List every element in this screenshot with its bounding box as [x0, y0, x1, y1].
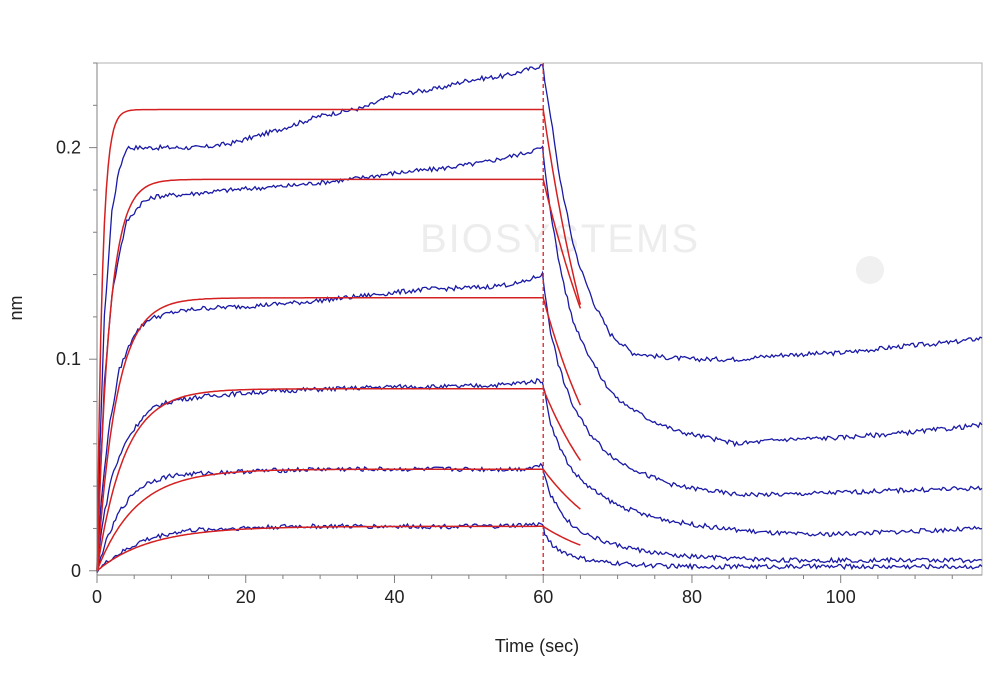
measured-curve	[96, 462, 983, 570]
x-tick-label: 80	[682, 587, 702, 607]
y-axis-ticks: 0 0.1 0.2	[56, 138, 97, 581]
watermark: BIOSYSTEMS	[420, 217, 884, 284]
measured-curve	[96, 377, 983, 571]
y-tick-label: 0.2	[56, 138, 81, 158]
plot-area-border	[96, 62, 983, 576]
fit-curve	[96, 108, 582, 571]
watermark-text: BIOSYSTEMS	[420, 217, 700, 261]
fit-curve	[96, 178, 582, 571]
x-tick-label: 0	[92, 587, 102, 607]
fit-curve	[96, 525, 581, 572]
measured-curve	[96, 145, 983, 573]
measured-curves	[96, 64, 983, 574]
x-tick-label: 100	[826, 587, 856, 607]
fit-curves	[96, 108, 582, 572]
y-tick-label: 0.1	[56, 349, 81, 369]
fit-curve	[96, 297, 582, 571]
watermark-dot	[856, 256, 884, 284]
y-axis-title: nm	[6, 295, 26, 320]
fit-curve	[96, 468, 581, 572]
x-axis-title: Time (sec)	[495, 636, 579, 656]
x-tick-label: 20	[236, 587, 256, 607]
x-tick-label: 40	[384, 587, 404, 607]
x-axis-ticks: 0 20 40 60 80 100	[92, 575, 856, 607]
measured-curve	[96, 64, 983, 570]
measured-curve	[96, 521, 983, 574]
fit-curve	[96, 388, 582, 571]
x-tick-label: 60	[533, 587, 553, 607]
y-tick-label: 0	[71, 561, 81, 581]
minor-ticks	[93, 62, 953, 579]
measured-curve	[96, 270, 983, 572]
